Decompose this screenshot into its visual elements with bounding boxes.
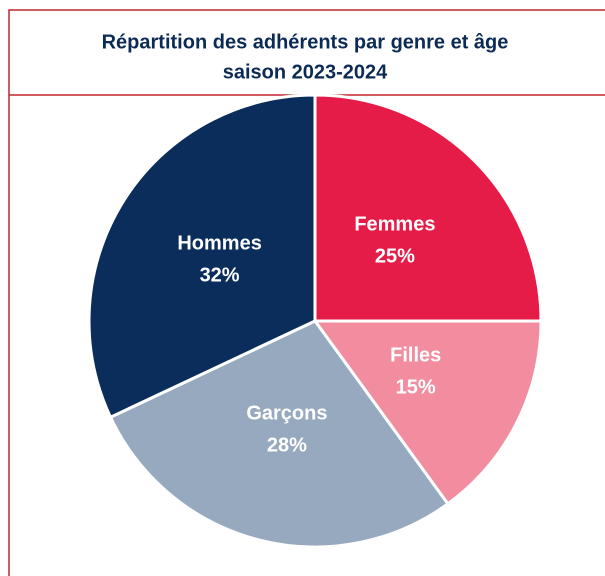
slice-category-label: Garçons <box>246 403 327 425</box>
slice-category-label: Hommes <box>177 233 261 255</box>
pie-slice <box>108 319 450 549</box>
slice-value-label: 32% <box>200 265 240 287</box>
pie-slice <box>312 319 543 506</box>
slice-value-label: 15% <box>396 377 436 399</box>
slice-category-label: Filles <box>390 345 441 367</box>
pie-slice <box>313 93 543 323</box>
slice-value-label: 25% <box>375 245 415 267</box>
pie-slice <box>87 93 317 420</box>
chart-subtitle: saison 2023-2024 <box>223 61 388 83</box>
chart-title: Répartition des adhérents par genre et â… <box>102 31 509 53</box>
slice-category-label: Femmes <box>354 213 435 235</box>
slice-value-label: 28% <box>267 435 307 457</box>
pie: Femmes 25% Filles 15% Garçons 28% Hommes 32% <box>87 93 543 549</box>
